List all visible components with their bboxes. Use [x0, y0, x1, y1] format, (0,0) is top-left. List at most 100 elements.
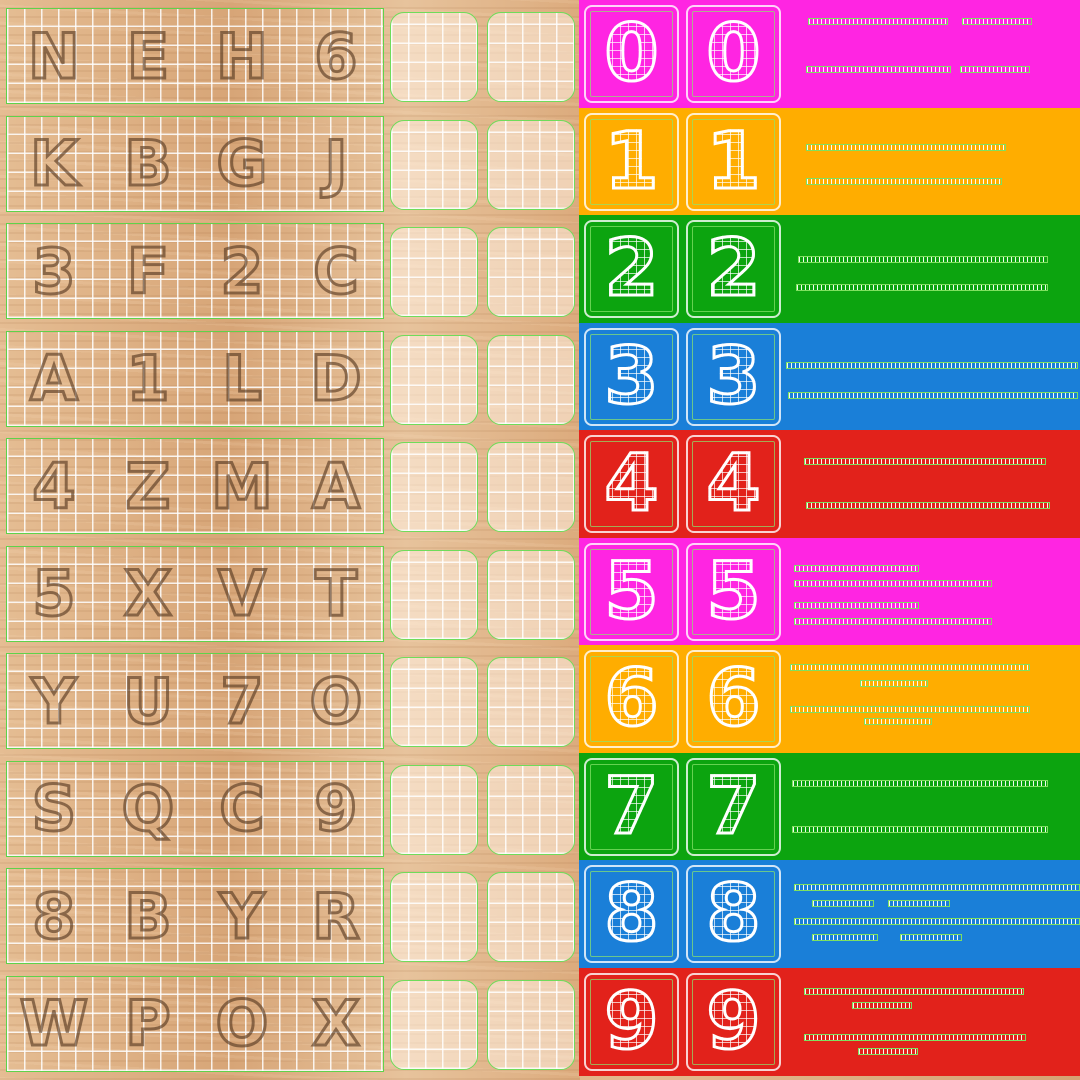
blank-tile	[487, 549, 575, 640]
digit-number: 4	[603, 438, 660, 531]
uv-strip	[788, 392, 1078, 399]
engraved-letter: A	[29, 341, 80, 417]
uv-strip	[790, 706, 1030, 713]
uv-strip	[962, 18, 1032, 25]
engraved-letter: L	[221, 341, 264, 417]
uv-strip	[804, 988, 1024, 995]
blank-tile	[487, 657, 575, 747]
blank-tile	[390, 657, 478, 747]
engraved-letter: U	[121, 663, 174, 739]
blank-tile	[487, 872, 575, 962]
engraved-letter: 9	[313, 771, 359, 847]
digit-tile: 9	[686, 972, 781, 1071]
engraved-letter: D	[309, 341, 363, 417]
engraved-letter: O	[308, 663, 364, 739]
engraved-letter: P	[124, 986, 172, 1062]
blank-tile	[390, 549, 478, 640]
uv-strip	[794, 602, 919, 609]
uv-strip	[960, 66, 1030, 73]
uv-strip	[864, 718, 932, 725]
blank-tile	[487, 442, 575, 532]
color-band	[579, 107, 1080, 216]
engraved-letter: A	[311, 448, 362, 524]
blank-tile	[390, 979, 478, 1070]
uv-strip	[794, 580, 992, 587]
digit-number: 7	[603, 760, 660, 853]
digit-tile: 3	[584, 327, 679, 426]
digit-tile: 1	[686, 112, 781, 211]
digit-number: 6	[603, 653, 660, 746]
engraved-letter: F	[125, 233, 170, 309]
engraved-letter: 6	[313, 18, 359, 94]
engraved-letter: C	[312, 233, 361, 309]
engraved-letter: X	[123, 556, 174, 632]
uv-strip	[794, 918, 1080, 925]
digit-tile: 7	[584, 757, 679, 856]
blank-tile	[390, 872, 478, 962]
digit-number: 8	[705, 868, 762, 961]
blank-tile	[487, 119, 575, 210]
uv-strip	[804, 458, 1046, 465]
digit-number: 9	[705, 975, 762, 1068]
digit-tile: 2	[686, 220, 781, 318]
blank-tile	[390, 442, 478, 532]
digit-tile: 5	[584, 542, 679, 641]
digit-tile: 4	[686, 435, 781, 533]
uv-strip	[796, 284, 1048, 291]
uv-strip	[806, 502, 1050, 509]
uv-strip	[794, 565, 919, 572]
digit-number: 6	[705, 653, 762, 746]
engraved-letter: Q	[120, 771, 176, 847]
engraved-letter: 1	[125, 341, 171, 417]
uv-strip	[806, 66, 951, 73]
uv-strip	[794, 618, 992, 625]
uv-strip	[808, 18, 948, 25]
uv-strip	[794, 884, 1080, 891]
engraved-letter: J	[323, 126, 349, 202]
engraved-letter: S	[30, 771, 78, 847]
digit-number: 3	[705, 330, 762, 423]
digit-tile: 6	[686, 650, 781, 748]
digit-tile: 6	[584, 650, 679, 748]
digit-number: 2	[705, 223, 762, 316]
digit-tile: 4	[584, 435, 679, 533]
uv-strip	[792, 826, 1048, 833]
digit-tile: 3	[686, 327, 781, 426]
uv-strip	[792, 780, 1048, 787]
digit-number: 7	[705, 760, 762, 853]
blank-tile	[390, 119, 478, 210]
color-band	[579, 860, 1080, 968]
digit-number: 9	[603, 975, 660, 1068]
engraved-letter: Z	[124, 448, 172, 524]
color-band	[579, 215, 1080, 323]
engraved-letter: V	[217, 556, 268, 632]
digit-tile: 5	[686, 542, 781, 641]
color-band	[579, 967, 1080, 1076]
engraved-letter: 3	[31, 233, 77, 309]
engraved-letter: T	[313, 556, 358, 632]
digit-number: 1	[705, 115, 762, 208]
digit-number: 3	[603, 330, 660, 423]
engraved-letter: B	[123, 878, 173, 954]
color-band	[579, 322, 1080, 431]
engraved-letter: H	[215, 18, 270, 94]
uv-strip	[858, 1048, 918, 1055]
blank-tile	[390, 227, 478, 317]
uv-strip	[852, 1002, 912, 1009]
uv-strip	[806, 178, 1002, 185]
blank-tile	[390, 764, 478, 855]
uv-strip	[900, 934, 962, 941]
digit-tile: 8	[686, 865, 781, 963]
